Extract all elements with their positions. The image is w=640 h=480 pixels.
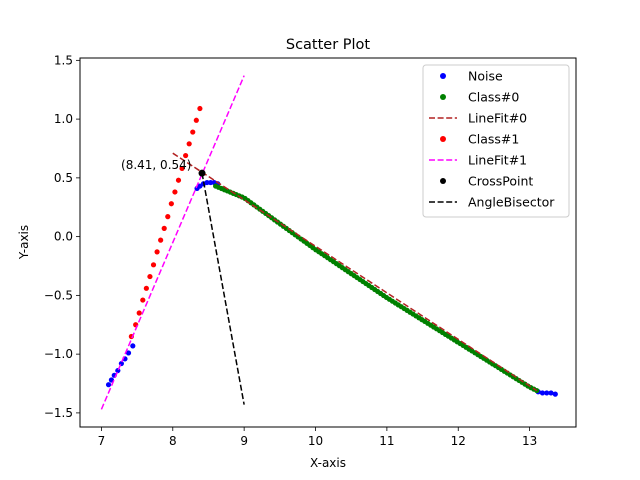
- class-1-point: [197, 105, 203, 112]
- series-linefit-0: [172, 152, 538, 392]
- y-tick-label: 1.5: [54, 53, 73, 67]
- noise-point: [125, 350, 132, 356]
- noise-point: [544, 390, 550, 396]
- x-tick-label: 7: [98, 434, 106, 448]
- chart-title: Scatter Plot: [286, 37, 371, 53]
- noise-point: [115, 367, 121, 374]
- y-axis-ticks: −1.5 −1.0 −0.5 0.0 0.5 1.0 1.5: [44, 53, 80, 420]
- plot-marks: [100, 75, 558, 410]
- x-tick-label: 11: [379, 434, 394, 448]
- legend-item-anglebisector: AngleBisector: [429, 195, 555, 210]
- series-class-0: [213, 183, 540, 394]
- x-tick-label: 8: [169, 434, 177, 448]
- legend-item-noise: Noise: [440, 69, 503, 84]
- noise-point: [105, 382, 112, 388]
- linefit-0-line: [172, 152, 538, 392]
- y-tick-label: −1.0: [44, 347, 73, 361]
- linefit-1-line: [100, 75, 245, 410]
- legend-label: Noise: [468, 69, 503, 84]
- series-linefit-1: [100, 75, 245, 410]
- noise-point: [130, 343, 136, 349]
- class-1-point: [172, 189, 178, 195]
- plot-frame: [79, 57, 577, 428]
- anglebisector-line: [201, 173, 245, 405]
- y-tick-label: −0.5: [44, 288, 73, 302]
- legend-label: Class#0: [468, 90, 519, 105]
- legend-item-linefit-0: LineFit#0: [429, 111, 527, 126]
- legend-marker: [440, 94, 446, 100]
- class-1-point: [186, 141, 192, 147]
- series-anglebisector: [201, 173, 245, 405]
- y-tick-label: 1.0: [54, 112, 73, 126]
- legend-label: Class#1: [468, 132, 519, 147]
- noise-point: [539, 390, 546, 396]
- x-axis-ticks: 7 8 9 10 11 12 13: [98, 427, 537, 448]
- class-1-point: [183, 152, 189, 159]
- class-1-point: [143, 285, 149, 291]
- x-tick-label: 12: [451, 434, 466, 448]
- class-1-point: [158, 237, 164, 243]
- class-1-point: [179, 165, 185, 172]
- class-1-point: [147, 273, 153, 280]
- legend-marker: [440, 178, 446, 184]
- legend: Noise Class#0 LineFit#0 Class#1 LineFit#1 Cro…: [422, 64, 570, 218]
- x-tick-label: 13: [522, 434, 537, 448]
- series-noise: [105, 179, 558, 397]
- x-tick-label: 9: [240, 434, 248, 448]
- y-tick-label: −1.5: [44, 406, 73, 420]
- noise-point: [208, 179, 214, 186]
- class-1-point: [150, 262, 157, 268]
- y-tick-label: 0.0: [54, 230, 73, 244]
- legend-item-linefit-1: LineFit#1: [429, 153, 527, 168]
- crosspoint-annotation: (8.41, 0.54): [121, 158, 191, 172]
- legend-item-class-0: Class#0: [440, 90, 519, 105]
- class-1-point: [175, 177, 182, 183]
- class-1-point: [161, 225, 167, 231]
- x-axis-label: X-axis: [310, 456, 346, 470]
- legend-label: LineFit#1: [468, 153, 527, 168]
- class-1-point: [190, 129, 196, 135]
- noise-point: [204, 179, 210, 186]
- class-1-point: [165, 214, 171, 220]
- noise-point: [552, 391, 558, 397]
- class-1-point: [136, 310, 142, 316]
- legend-item-class-1: Class#1: [440, 132, 519, 147]
- y-tick-label: 0.5: [54, 171, 73, 185]
- legend-marker: [440, 136, 446, 142]
- legend-item-crosspoint: CrossPoint: [440, 174, 533, 189]
- class-1-point: [168, 201, 174, 207]
- class-1-point: [140, 297, 146, 303]
- noise-point: [548, 390, 554, 396]
- x-tick-label: 10: [308, 434, 323, 448]
- legend-marker: [440, 73, 446, 79]
- legend-box: [422, 64, 570, 218]
- class-1-point: [154, 249, 160, 255]
- legend-label: AngleBisector: [468, 195, 555, 210]
- class-1-point: [193, 117, 199, 123]
- legend-label: LineFit#0: [468, 111, 527, 126]
- y-axis-label: Y-axis: [17, 225, 31, 260]
- legend-label: CrossPoint: [468, 174, 533, 189]
